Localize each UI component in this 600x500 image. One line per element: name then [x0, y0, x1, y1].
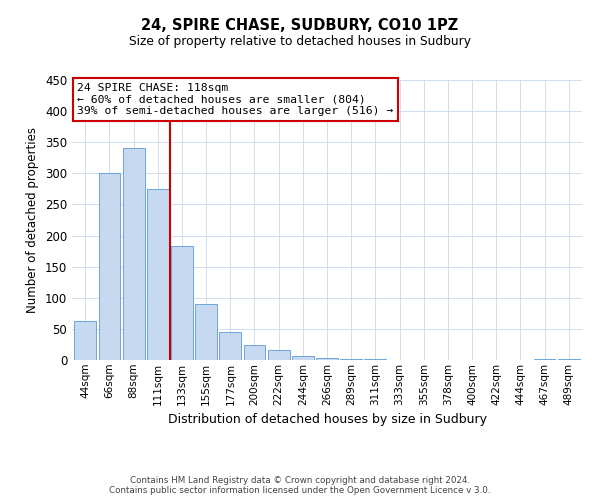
- Bar: [292, 356, 314, 360]
- Bar: [74, 322, 96, 360]
- Bar: [171, 246, 193, 360]
- Bar: [268, 350, 290, 360]
- Y-axis label: Number of detached properties: Number of detached properties: [26, 127, 40, 313]
- Bar: [244, 345, 265, 360]
- Text: 24 SPIRE CHASE: 118sqm
← 60% of detached houses are smaller (804)
39% of semi-de: 24 SPIRE CHASE: 118sqm ← 60% of detached…: [77, 83, 394, 116]
- Text: 24, SPIRE CHASE, SUDBURY, CO10 1PZ: 24, SPIRE CHASE, SUDBURY, CO10 1PZ: [142, 18, 458, 32]
- Bar: [98, 172, 121, 360]
- Bar: [147, 189, 169, 360]
- X-axis label: Distribution of detached houses by size in Sudbury: Distribution of detached houses by size …: [167, 413, 487, 426]
- Bar: [220, 332, 241, 360]
- Text: Contains public sector information licensed under the Open Government Licence v : Contains public sector information licen…: [109, 486, 491, 495]
- Text: Contains HM Land Registry data © Crown copyright and database right 2024.: Contains HM Land Registry data © Crown c…: [130, 476, 470, 485]
- Bar: [316, 358, 338, 360]
- Bar: [195, 304, 217, 360]
- Bar: [123, 148, 145, 360]
- Text: Size of property relative to detached houses in Sudbury: Size of property relative to detached ho…: [129, 35, 471, 48]
